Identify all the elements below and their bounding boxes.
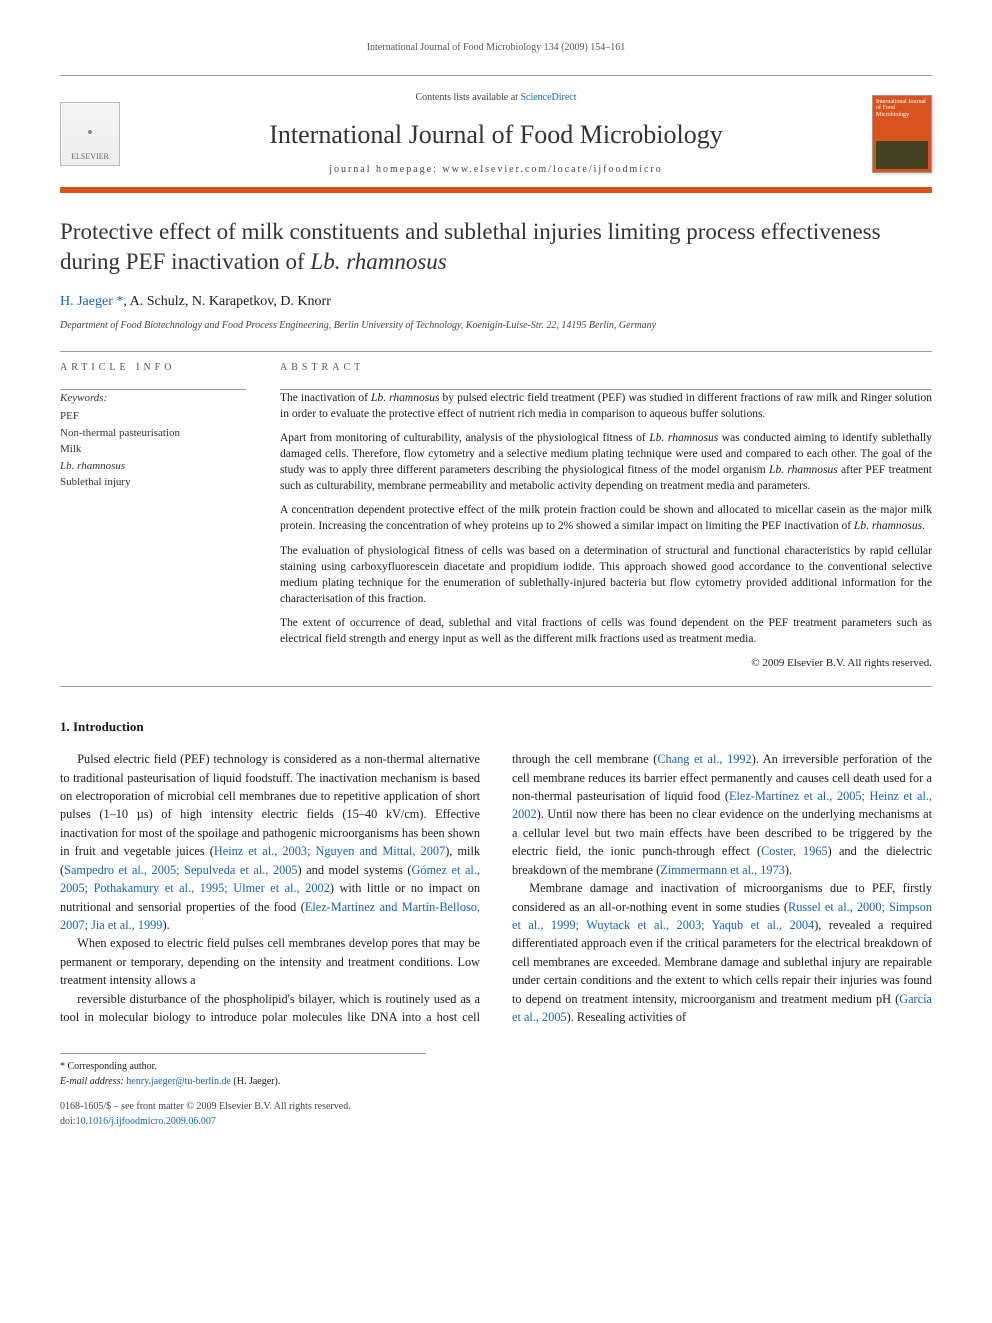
abstract-para: The evaluation of physiological fitness …	[280, 543, 932, 607]
abstract-para: A concentration dependent protective eff…	[280, 502, 932, 534]
contents-line: Contents lists available at ScienceDirec…	[138, 90, 854, 105]
email-line: E-mail address: henry.jaeger@tu-berlin.d…	[60, 1074, 426, 1089]
keyword: Milk	[60, 441, 246, 458]
keyword: Lb. rhamnosus	[60, 458, 246, 475]
abstract-body: The inactivation of Lb. rhamnosus by pul…	[280, 390, 932, 672]
keywords-list: PEF Non-thermal pasteurisation Milk Lb. …	[60, 408, 246, 491]
contents-prefix: Contents lists available at	[415, 92, 520, 103]
cover-title: International Journal of Food Microbiolo…	[876, 99, 928, 119]
intro-para: Membrane damage and inactivation of micr…	[512, 879, 932, 1027]
intro-para: Pulsed electric field (PEF) technology i…	[60, 750, 480, 934]
citation-link[interactable]: Heinz et al., 2003; Nguyen and Mittal, 2…	[214, 844, 445, 858]
authors-rest: , A. Schulz, N. Karapetkov, D. Knorr	[123, 294, 331, 309]
corresponding-author-note: * Corresponding author.	[60, 1059, 426, 1074]
section-heading-intro: 1. Introduction	[60, 717, 932, 737]
sciencedirect-link[interactable]: ScienceDirect	[520, 92, 576, 103]
front-matter-meta: 0168-1605/$ – see front matter © 2009 El…	[60, 1099, 932, 1129]
abstract-para: The inactivation of Lb. rhamnosus by pul…	[280, 390, 932, 422]
keyword: Non-thermal pasteurisation	[60, 425, 246, 442]
article-info-heading: article info	[60, 360, 246, 375]
elsevier-tree-icon	[70, 109, 110, 151]
issn-line: 0168-1605/$ – see front matter © 2009 El…	[60, 1099, 932, 1114]
journal-homepage: journal homepage: www.elsevier.com/locat…	[138, 162, 854, 177]
journal-cover-thumb: International Journal of Food Microbiolo…	[872, 95, 932, 173]
citation-link[interactable]: Sampedro et al., 2005; Sepulveda et al.,…	[64, 863, 297, 877]
citation-link[interactable]: Zimmermann et al., 1973	[660, 863, 785, 877]
cover-image-placeholder	[876, 141, 928, 169]
title-text: Protective effect of milk constituents a…	[60, 219, 881, 274]
citation-link[interactable]: Coster, 1965	[761, 844, 828, 858]
doi-link[interactable]: 10.1016/j.ijfoodmicro.2009.06.007	[76, 1116, 216, 1127]
email-label: E-mail address:	[60, 1076, 126, 1087]
affiliation: Department of Food Biotechnology and Foo…	[60, 318, 932, 333]
running-head: International Journal of Food Microbiolo…	[60, 40, 932, 55]
rule-top	[60, 351, 932, 352]
homepage-url: www.elsevier.com/locate/ijfoodmicro	[442, 164, 662, 175]
title-species: Lb. rhamnosus	[310, 249, 446, 274]
keyword: Sublethal injury	[60, 474, 246, 491]
article-title: Protective effect of milk constituents a…	[60, 217, 932, 277]
keyword: PEF	[60, 408, 246, 425]
author-email-link[interactable]: henry.jaeger@tu-berlin.de	[126, 1076, 231, 1087]
citation-link[interactable]: Chang et al., 1992	[657, 752, 751, 766]
doi-line: doi:10.1016/j.ijfoodmicro.2009.06.007	[60, 1114, 932, 1129]
intro-body: Pulsed electric field (PEF) technology i…	[60, 750, 932, 1027]
author-link-jaeger[interactable]: H. Jaeger	[60, 294, 116, 309]
keywords-label: Keywords:	[60, 390, 246, 407]
footnotes: * Corresponding author. E-mail address: …	[60, 1053, 426, 1089]
rule-bottom	[60, 686, 932, 687]
abstract-heading: abstract	[280, 360, 932, 375]
email-who: (H. Jaeger).	[231, 1076, 280, 1087]
elsevier-label: ELSEVIER	[71, 151, 109, 163]
elsevier-logo: ELSEVIER	[60, 102, 120, 166]
author-list: H. Jaeger *, A. Schulz, N. Karapetkov, D…	[60, 291, 932, 312]
journal-masthead: ELSEVIER Contents lists available at Sci…	[60, 75, 932, 193]
abstract-copyright: © 2009 Elsevier B.V. All rights reserved…	[280, 655, 932, 672]
abstract-para: Apart from monitoring of culturability, …	[280, 430, 932, 494]
abstract-para: The extent of occurrence of dead, sublet…	[280, 615, 932, 647]
journal-name: International Journal of Food Microbiolo…	[138, 115, 854, 154]
homepage-prefix: journal homepage:	[329, 164, 442, 175]
intro-para: When exposed to electric field pulses ce…	[60, 934, 480, 989]
